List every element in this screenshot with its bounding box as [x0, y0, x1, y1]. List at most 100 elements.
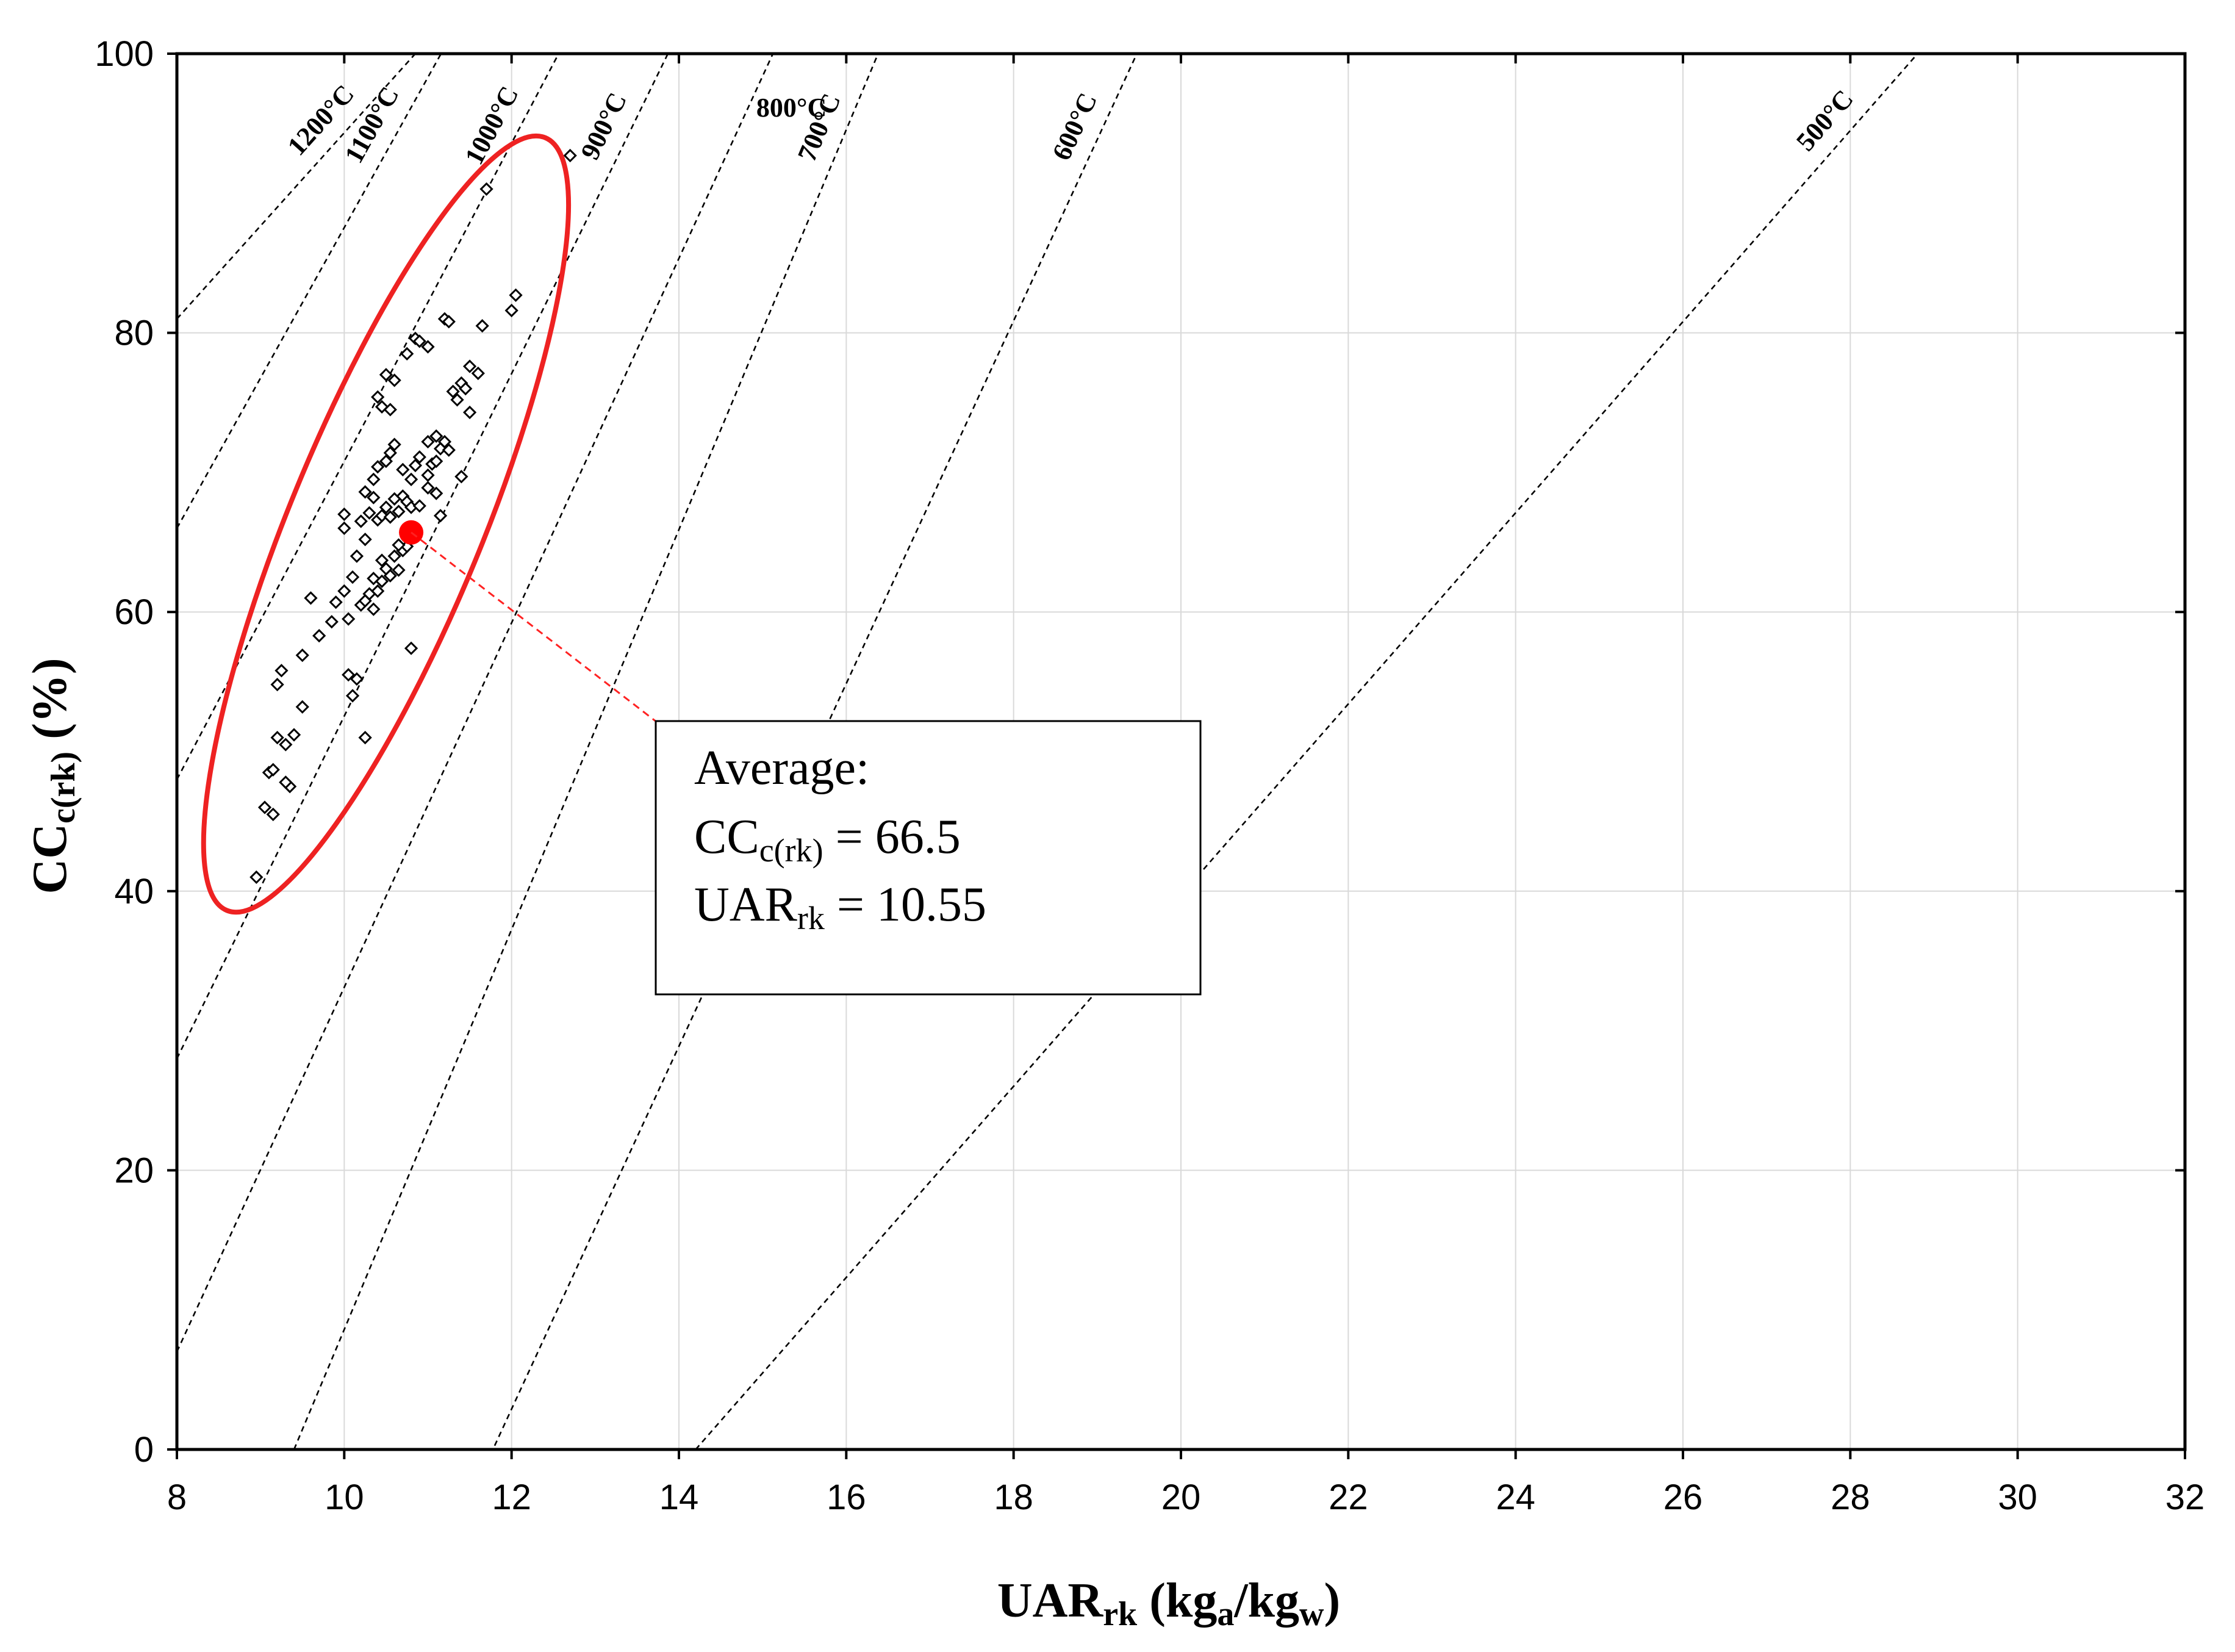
data-point	[279, 775, 293, 789]
data-point	[459, 381, 473, 396]
data-point	[383, 569, 397, 583]
data-point	[249, 870, 264, 885]
data-point	[563, 148, 577, 163]
data-point	[362, 506, 376, 520]
x-tick-label: 14	[659, 1478, 699, 1517]
data-point	[345, 570, 360, 584]
data-point	[387, 549, 401, 563]
data-point	[270, 678, 284, 692]
data-point	[325, 615, 339, 629]
data-point	[342, 612, 356, 626]
data-point	[379, 454, 393, 469]
data-point	[462, 405, 477, 420]
gridlines	[177, 54, 2185, 1449]
data-point	[358, 533, 372, 547]
data-point	[412, 450, 426, 464]
y-tick-label: 80	[114, 314, 154, 353]
data-point	[312, 628, 326, 643]
data-point	[367, 490, 381, 505]
y-tick-label: 60	[114, 592, 154, 632]
x-tick-label: 22	[1329, 1478, 1368, 1517]
data-point	[412, 499, 426, 513]
data-point	[345, 689, 360, 703]
data-point	[257, 800, 272, 814]
data-point	[387, 437, 401, 451]
data-point	[392, 538, 406, 552]
isotherm-line	[177, 54, 417, 320]
x-tick-label: 12	[492, 1478, 531, 1517]
y-tick-label: 20	[114, 1151, 154, 1190]
annotation-uar-line: UARrk = 10.55	[694, 878, 986, 936]
data-point	[437, 434, 452, 449]
data-point	[354, 514, 368, 528]
data-point	[350, 549, 364, 563]
isotherm-line	[177, 54, 560, 780]
isotherm-line	[177, 54, 669, 1059]
data-point	[383, 446, 397, 460]
data-point	[329, 595, 343, 609]
data-point	[371, 460, 385, 474]
data-point	[446, 384, 460, 398]
annotation-cc-line: CCc(rk) = 66.5	[694, 810, 961, 869]
x-tick-label: 30	[1998, 1478, 2037, 1517]
data-point	[475, 319, 489, 333]
data-point	[367, 472, 381, 486]
annotation-title: Average:	[694, 741, 869, 795]
data-point	[279, 738, 293, 752]
data-point	[429, 454, 443, 469]
data-point	[400, 347, 414, 361]
data-point	[270, 730, 284, 745]
x-axis-title: UARrk (kga/kgw)	[997, 1574, 1340, 1633]
data-point	[454, 470, 468, 484]
x-tick-label: 10	[325, 1478, 364, 1517]
data-point	[266, 763, 280, 777]
x-tick-label: 26	[1663, 1478, 1703, 1517]
data-point	[371, 584, 385, 598]
data-point	[287, 728, 301, 742]
data-point	[383, 510, 397, 524]
y-tick-label: 40	[114, 872, 154, 911]
y-tick-label: 100	[95, 34, 154, 74]
isotherm-line	[177, 54, 442, 529]
data-point	[442, 315, 456, 329]
data-point	[421, 340, 435, 354]
data-point	[367, 602, 381, 616]
x-tick-label: 32	[2165, 1478, 2205, 1517]
data-point	[387, 373, 401, 387]
data-point	[375, 509, 389, 523]
data-point	[304, 591, 318, 605]
data-point	[383, 403, 397, 417]
data-point	[295, 648, 309, 663]
data-points	[249, 148, 577, 885]
data-point	[462, 359, 477, 373]
data-point	[350, 672, 364, 686]
x-tick-label: 18	[994, 1478, 1033, 1517]
data-point	[375, 553, 389, 567]
x-tick-label: 16	[827, 1478, 866, 1517]
y-axis-title: CCc(rk) (%)	[23, 658, 82, 894]
data-point	[504, 303, 518, 318]
data-point	[337, 584, 351, 598]
data-point	[337, 521, 351, 536]
data-point	[274, 664, 289, 678]
data-point	[358, 485, 372, 499]
data-point	[371, 390, 385, 404]
data-point	[421, 434, 435, 449]
data-point	[342, 668, 356, 682]
y-tick-label: 0	[134, 1430, 154, 1470]
data-point	[404, 472, 418, 486]
isotherm-line	[177, 54, 774, 1352]
isotherm-label: 800°C	[756, 93, 827, 123]
data-point	[479, 182, 493, 196]
data-point	[408, 458, 423, 473]
data-point	[421, 468, 435, 483]
x-tick-label: 28	[1831, 1478, 1870, 1517]
x-tick-label: 8	[167, 1478, 187, 1517]
data-point	[429, 429, 443, 444]
data-point	[396, 462, 410, 476]
data-point	[295, 700, 309, 714]
data-point	[367, 572, 381, 586]
average-annotation: Average: CCc(rk) = 66.5 UARrk = 10.55	[411, 531, 1202, 996]
axis-ticks: 8 10 12 14 16 18 20 22 24 26 28 30 32 0 20 40 60 80 100	[95, 34, 2205, 1517]
